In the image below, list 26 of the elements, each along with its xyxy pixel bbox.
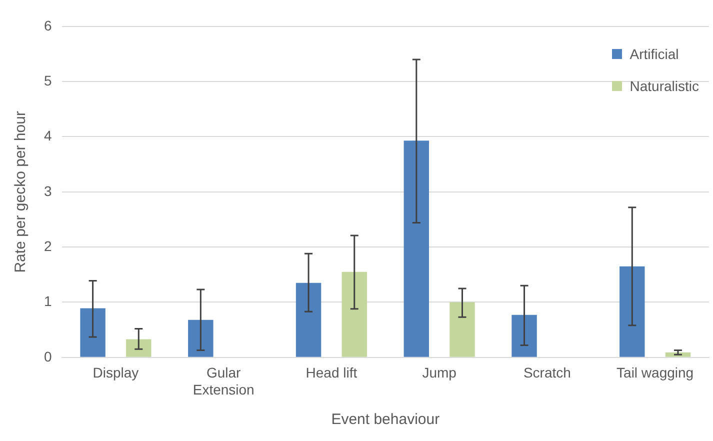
x-tick-label: Display — [92, 364, 139, 381]
bar — [296, 282, 322, 357]
bar — [404, 140, 430, 357]
bar — [188, 320, 214, 357]
y-tick-label: 6 — [44, 17, 52, 34]
x-tick-label: Gular Extension — [192, 364, 254, 398]
y-tick-label: 4 — [44, 128, 52, 144]
x-tick-label: Jump — [422, 364, 457, 381]
y-tick-label: 5 — [44, 72, 52, 88]
legend-label: Artificial — [630, 46, 679, 62]
x-axis-title: Event behaviour — [331, 411, 440, 428]
bar — [80, 308, 106, 357]
bar — [620, 266, 645, 357]
y-axis-title: Rate per gecko per hour — [12, 111, 30, 273]
x-tick-label: Head lift — [306, 364, 358, 381]
y-tick-label: 1 — [44, 293, 52, 310]
y-tick-label: 2 — [44, 238, 52, 254]
x-tick-label: Scratch — [523, 364, 571, 381]
bar — [342, 272, 367, 357]
y-tick-label: 0 — [44, 348, 52, 364]
bar — [450, 302, 475, 357]
bar — [126, 339, 152, 357]
bar — [512, 314, 537, 357]
y-tick-label: 3 — [44, 182, 52, 199]
legend-label: Naturalistic — [630, 78, 699, 94]
x-tick-label: Tail wagging — [616, 364, 694, 381]
